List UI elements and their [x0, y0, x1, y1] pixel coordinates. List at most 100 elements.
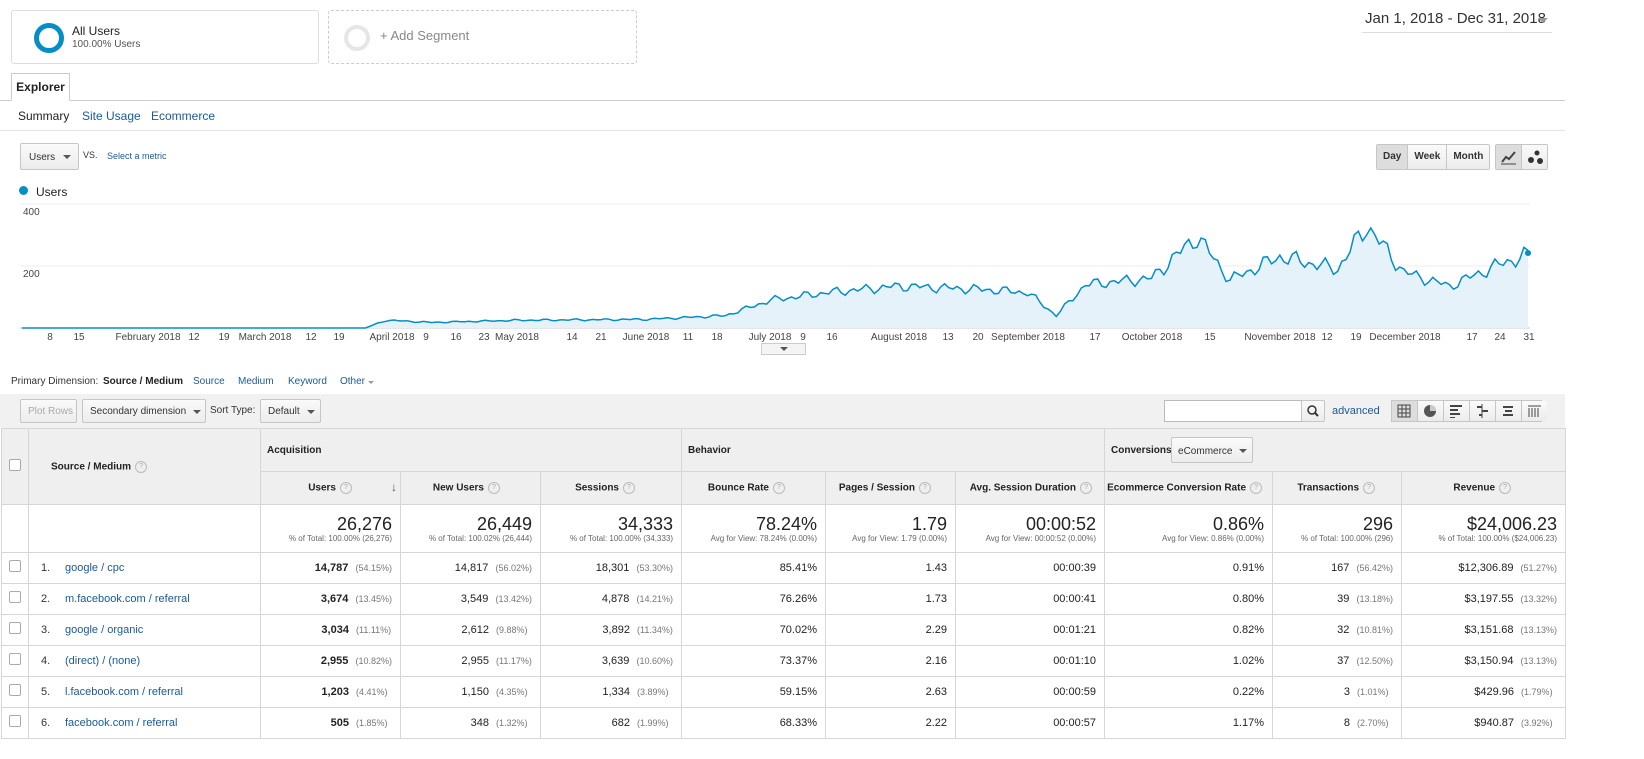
dimension-header[interactable]: Source / Medium?	[28, 428, 261, 505]
cell-bounce: 70.02%	[681, 614, 826, 646]
help-icon[interactable]: ?	[1363, 482, 1376, 494]
total-sessions-sub: % of Total: 100.00% (34,333)	[569, 533, 673, 543]
row-source-link[interactable]: l.facebook.com / referral	[65, 686, 183, 698]
cell-conv: 0.22%	[1104, 676, 1274, 708]
line-chart-icon[interactable]	[1496, 145, 1522, 169]
add-segment-button[interactable]: + Add Segment	[328, 10, 637, 64]
help-icon[interactable]: ?	[1250, 482, 1263, 494]
pie-view-icon[interactable]	[1418, 401, 1444, 421]
segment-all-users[interactable]: All Users 100.00% Users	[11, 10, 319, 64]
term-cloud-view-icon[interactable]	[1496, 401, 1522, 421]
cell-sessions-pct: (3.89%)	[637, 687, 669, 697]
table-search-button[interactable]	[1301, 400, 1325, 422]
row-checkbox[interactable]	[9, 715, 21, 727]
advanced-link[interactable]: advanced	[1332, 405, 1380, 417]
subtab-summary[interactable]: Summary	[18, 109, 70, 123]
x-tick-label: 12	[188, 332, 200, 343]
total-transactions: 296% of Total: 100.00% (296)	[1272, 504, 1403, 553]
col-users-header[interactable]: Users? ↓	[260, 471, 401, 505]
cell-revenue-pct: (13.13%)	[1520, 625, 1558, 635]
col-new-users-header[interactable]: New Users?	[400, 471, 541, 505]
sort-type-select[interactable]: Default	[260, 399, 321, 423]
x-tick-label: 12	[1321, 332, 1333, 343]
cell-bounce: 76.26%	[681, 583, 826, 615]
chart-collapse-handle[interactable]	[761, 343, 806, 355]
comparison-view-icon[interactable]	[1470, 401, 1496, 421]
help-icon[interactable]: ?	[135, 460, 148, 473]
col-pages-header[interactable]: Pages / Session?	[825, 471, 956, 505]
cell-bounce-value: 70.02%	[779, 624, 817, 636]
metric-select[interactable]: Users	[20, 143, 79, 170]
cell-duration-value: 00:00:59	[1053, 686, 1097, 698]
cell-bounce-value: 76.26%	[779, 593, 817, 605]
help-icon[interactable]: ?	[1080, 482, 1093, 494]
row-checkbox[interactable]	[9, 684, 21, 696]
dimension-other[interactable]: Other	[340, 376, 374, 387]
pivot-view-icon[interactable]	[1522, 401, 1547, 421]
select-all-checkbox[interactable]	[9, 459, 21, 471]
row-checkbox[interactable]	[9, 653, 21, 665]
dimension-keyword[interactable]: Keyword	[288, 376, 327, 387]
cell-conv: 0.91%	[1104, 552, 1274, 584]
cell-duration-value: 00:00:41	[1053, 593, 1097, 605]
col-transactions-header[interactable]: Transactions?	[1272, 471, 1403, 505]
x-tick-label: 23	[478, 332, 490, 343]
subtab-site-usage[interactable]: Site Usage	[82, 109, 141, 123]
col-conv-rate-header[interactable]: Ecommerce Conversion Rate?	[1104, 471, 1274, 505]
last-point-marker	[1525, 250, 1531, 256]
col-sessions-header[interactable]: Sessions?	[540, 471, 682, 505]
col-duration-header[interactable]: Avg. Session Duration?	[954, 471, 1106, 505]
cell-new_users-pct: (11.17%)	[496, 656, 532, 666]
total-new-users: 26,449% of Total: 100.02% (26,444)	[400, 504, 541, 553]
performance-view-icon[interactable]	[1444, 401, 1470, 421]
row-source-link[interactable]: google / cpc	[65, 562, 125, 574]
date-range-picker[interactable]: Jan 1, 2018 - Dec 31, 2018	[1362, 10, 1552, 33]
x-tick-label: 21	[595, 332, 607, 343]
total-revenue: $24,006.23% of Total: 100.00% ($24,006.2…	[1401, 504, 1567, 553]
dimension-source[interactable]: Source	[193, 376, 225, 387]
row-checkbox[interactable]	[9, 622, 21, 634]
plot-rows-button[interactable]: Plot Rows	[20, 399, 77, 423]
dimension-medium[interactable]: Medium	[238, 376, 274, 387]
secondary-dimension-select[interactable]: Secondary dimension	[82, 399, 206, 423]
week-button[interactable]: Week	[1408, 145, 1448, 169]
subtab-ecommerce[interactable]: Ecommerce	[151, 109, 216, 123]
x-tick-label: 9	[800, 332, 806, 343]
cell-users-value: 505	[330, 717, 349, 729]
cell-sessions: 3,639 (10.60%)	[540, 645, 682, 677]
help-icon[interactable]: ?	[623, 482, 635, 494]
totals-row: 26,276% of Total: 100.00% (26,276) 26,44…	[1, 504, 1567, 553]
col-bounce-header[interactable]: Bounce Rate?	[681, 471, 826, 505]
conversion-type-select[interactable]: eCommerce	[1171, 437, 1254, 463]
help-icon[interactable]: ?	[340, 482, 352, 494]
cell-users: 1,203 (4.41%)	[260, 676, 401, 708]
row-checkbox[interactable]	[9, 560, 21, 572]
tab-explorer[interactable]: Explorer	[11, 73, 70, 101]
help-icon[interactable]: ?	[773, 482, 785, 494]
row-source-link[interactable]: facebook.com / referral	[65, 717, 178, 729]
row-checkbox[interactable]	[9, 591, 21, 603]
chart-type-group	[1495, 144, 1548, 170]
month-button[interactable]: Month	[1447, 145, 1490, 169]
row-dimension-cell: 4. (direct) / (none)	[28, 645, 261, 677]
data-table-view-icon[interactable]	[1392, 401, 1418, 421]
help-icon[interactable]: ?	[488, 482, 500, 494]
help-icon[interactable]: ?	[919, 482, 931, 494]
row-source-link[interactable]: (direct) / (none)	[65, 655, 141, 667]
cell-conv: 0.80%	[1104, 583, 1274, 615]
dimension-source-medium[interactable]: Source / Medium	[103, 376, 184, 387]
x-tick-label: July 2018	[748, 332, 792, 343]
row-source-link[interactable]: m.facebook.com / referral	[65, 593, 190, 605]
cell-trans-pct: (13.18%)	[1356, 594, 1394, 604]
table-search-input[interactable]	[1164, 400, 1302, 422]
row-source-link[interactable]: google / organic	[65, 624, 144, 636]
cell-revenue-value: $3,150.94	[1464, 655, 1514, 667]
col-revenue-header[interactable]: Revenue?	[1401, 471, 1567, 505]
cell-bounce-value: 59.15%	[779, 686, 817, 698]
cell-revenue: $3,151.68 (13.13%)	[1401, 614, 1567, 646]
motion-chart-icon[interactable]	[1522, 145, 1547, 169]
select-metric-link[interactable]: Select a metric	[107, 151, 167, 161]
help-icon[interactable]: ?	[1499, 482, 1512, 494]
day-button[interactable]: Day	[1377, 145, 1409, 169]
total-duration: 00:00:52 Avg for View: 00:00:52 (0.00%)	[954, 504, 1106, 553]
